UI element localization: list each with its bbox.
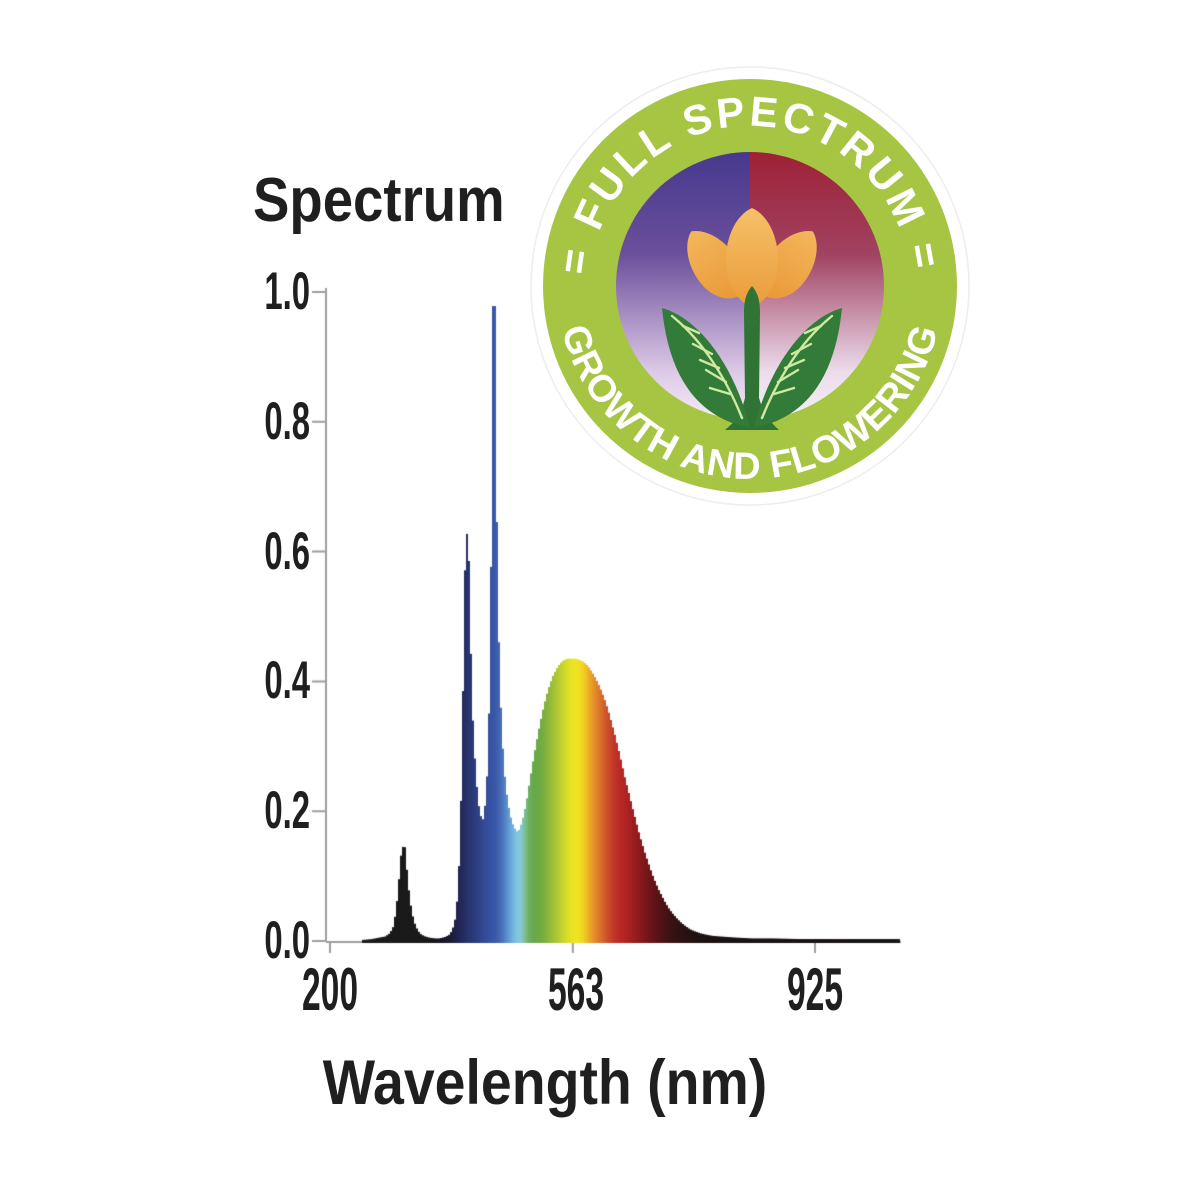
- petal-center: [726, 208, 778, 307]
- y-tick-label-0.8: 0.8: [264, 392, 310, 451]
- leaf-left: [662, 308, 750, 428]
- flower-stem: [725, 286, 779, 430]
- y-tick-label-1.0: 1.0: [264, 262, 310, 321]
- y-tick-label-0.6: 0.6: [264, 522, 310, 581]
- y-tick-label-0.4: 0.4: [264, 651, 310, 710]
- leaf-blade: [662, 308, 750, 428]
- petal-right: [761, 231, 817, 299]
- inner-disc-right-half: [750, 152, 884, 420]
- full-spectrum-badge: FULL SPECTRUM GROWTH AND FLOWERING = =: [530, 66, 970, 506]
- x-tick-label-200: 200: [301, 956, 359, 1023]
- y-tick-label-0.2: 0.2: [264, 781, 310, 840]
- leaf-veins: [670, 314, 744, 420]
- chart-title: Spectrum: [253, 166, 505, 235]
- flower-petals: [687, 208, 817, 307]
- x-axis-title: Wavelength (nm): [322, 1048, 768, 1118]
- y-tick-label-0.0: 0.0: [264, 911, 310, 970]
- flower-illustration: [662, 208, 844, 430]
- x-tick-label-563: 563: [547, 956, 605, 1023]
- petal-left: [687, 231, 743, 299]
- x-tick-label-925: 925: [786, 956, 844, 1023]
